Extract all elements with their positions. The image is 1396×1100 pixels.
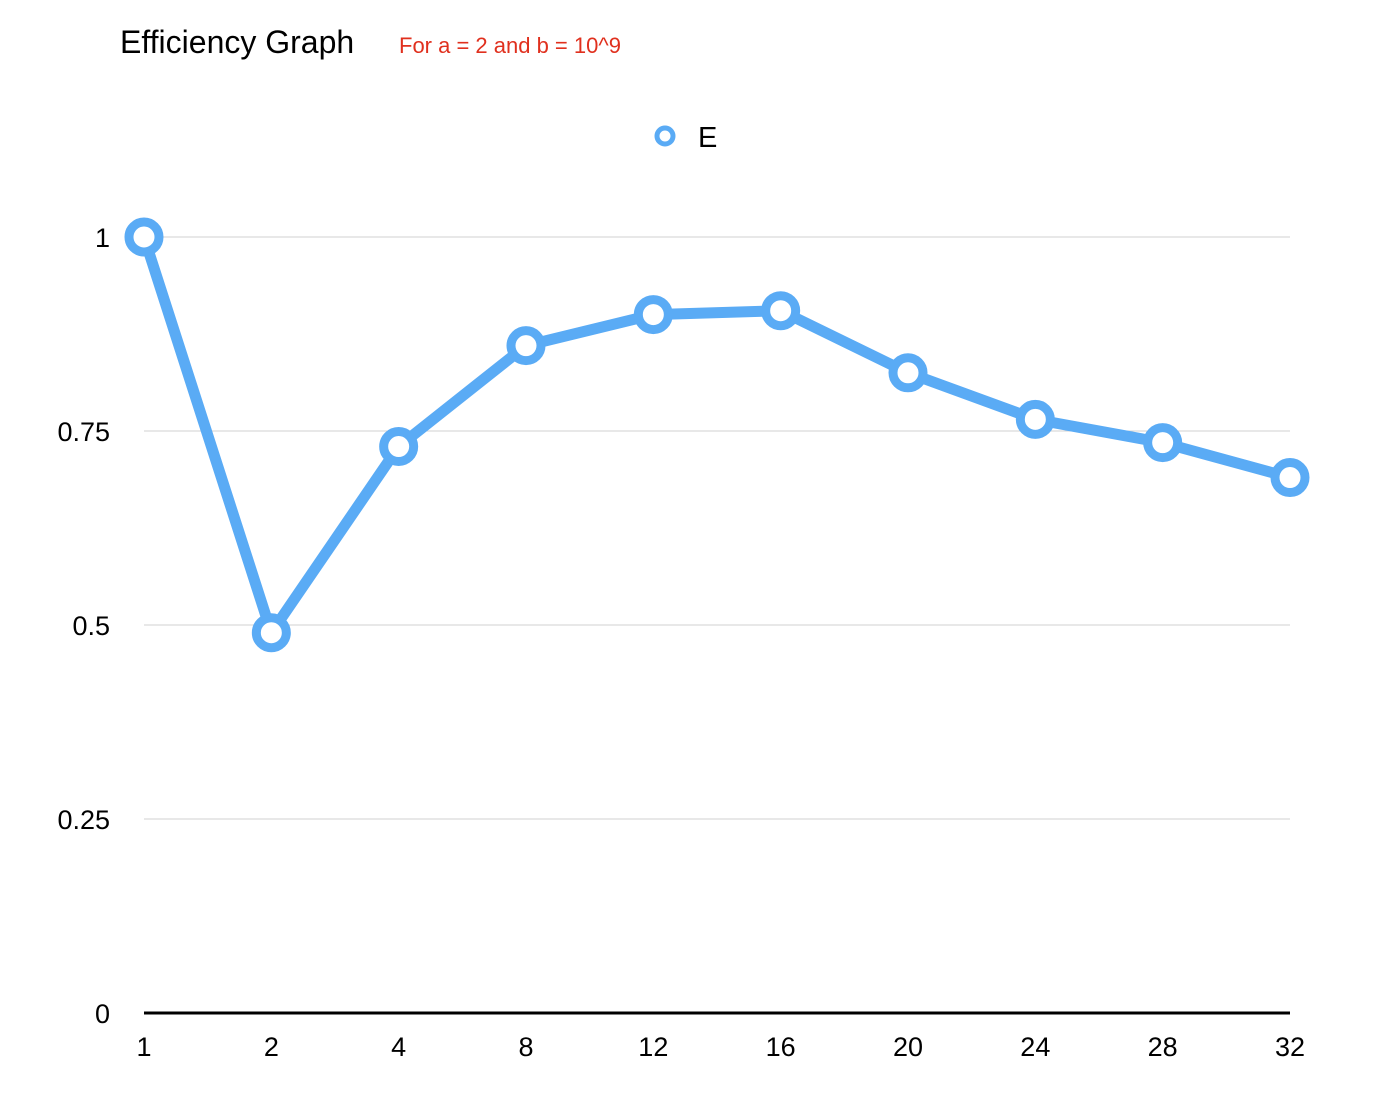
y-tick-label: 0.25 [57, 805, 110, 835]
x-tick-label: 16 [766, 1032, 796, 1062]
y-tick-label: 0.5 [72, 611, 110, 641]
x-tick-label: 4 [391, 1032, 406, 1062]
grid-lines [144, 236, 1290, 820]
y-tick-label: 0.75 [57, 417, 110, 447]
x-tick-label: 12 [638, 1032, 668, 1062]
data-point [761, 291, 801, 331]
x-tick-label: 24 [1020, 1032, 1050, 1062]
x-tick-label: 1 [136, 1032, 151, 1062]
x-tick-label: 20 [893, 1032, 923, 1062]
legend: E [654, 122, 717, 154]
data-point [1143, 423, 1183, 463]
data-point [379, 427, 419, 467]
y-tick-label: 0 [95, 999, 110, 1029]
x-tick-label: 28 [1148, 1032, 1178, 1062]
chart-title: Efficiency Graph [120, 24, 355, 60]
data-point [1270, 458, 1310, 498]
series-line [138, 231, 1296, 639]
legend-label: E [698, 122, 717, 154]
data-point [1015, 399, 1055, 439]
x-tick-label: 8 [518, 1032, 533, 1062]
x-tick-label: 32 [1275, 1032, 1305, 1062]
legend-marker [654, 125, 676, 147]
series-e [124, 217, 1310, 653]
data-point [888, 353, 928, 393]
chart-subtitle: For a = 2 and b = 10^9 [399, 33, 621, 58]
data-point [506, 326, 546, 366]
y-tick-label: 1 [95, 223, 110, 253]
data-point [251, 613, 291, 653]
data-point [633, 295, 673, 335]
data-point [124, 217, 164, 257]
x-tick-label: 2 [264, 1032, 279, 1062]
